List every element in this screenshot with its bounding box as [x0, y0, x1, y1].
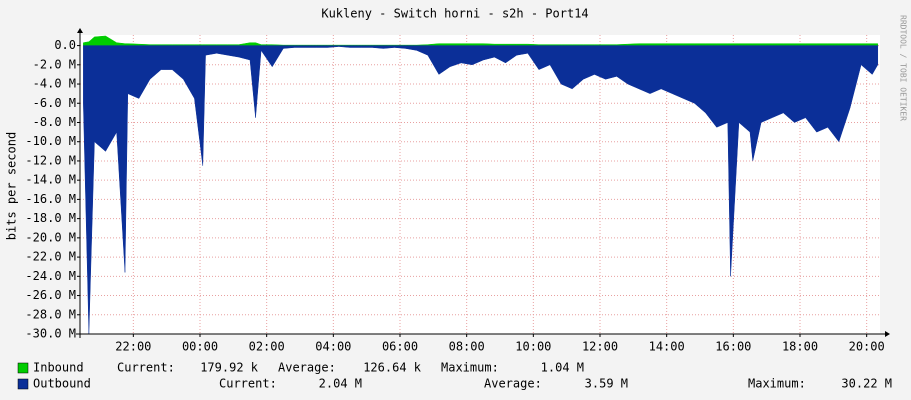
legend-stat-label: Average:	[484, 377, 542, 391]
y-tick-label: -6.0 M	[33, 96, 76, 110]
y-tick-label: -16.0 M	[25, 192, 76, 206]
legend-swatch	[17, 378, 29, 390]
legend-stat-value: 3.59 M	[585, 377, 628, 391]
legend-stat-value: 179.92 k	[200, 361, 259, 375]
y-tick-label: -4.0 M	[33, 77, 76, 91]
watermark: RRDTOOL / TOBI OETIKER	[899, 15, 908, 121]
y-tick-label: -12.0 M	[25, 153, 76, 167]
legend-label: Outbound	[33, 377, 91, 391]
series-area	[83, 35, 879, 46]
legend-stat-label: Average:	[278, 361, 336, 375]
y-tick-label: -10.0 M	[25, 134, 76, 148]
legend-stat-label: Maximum:	[441, 361, 499, 375]
x-tick-label: 14:00	[649, 340, 685, 354]
x-tick-label: 02:00	[249, 340, 285, 354]
legend-stat-value: 2.04 M	[319, 377, 362, 391]
x-axis-arrow	[885, 331, 890, 337]
x-tick-label: 08:00	[449, 340, 485, 354]
y-tick-label: -26.0 M	[25, 288, 76, 302]
x-tick-label: 00:00	[182, 340, 218, 354]
x-tick-label: 10:00	[515, 340, 551, 354]
legend-stat-value: 126.64 k	[363, 361, 422, 375]
legend-stat-value: 1.04 M	[541, 361, 584, 375]
y-tick-label: 0.0	[54, 38, 76, 52]
series-area	[83, 45, 879, 335]
legend-stat-label: Current:	[219, 377, 277, 391]
marks-layer	[83, 35, 879, 335]
y-tick-label: -8.0 M	[33, 115, 76, 129]
legend-swatch	[17, 362, 29, 374]
x-tick-label: 12:00	[582, 340, 618, 354]
x-tick-label: 18:00	[782, 340, 818, 354]
y-tick-label: -22.0 M	[25, 250, 76, 264]
grid-layer	[77, 35, 880, 337]
legend-label: Inbound	[33, 361, 84, 375]
y-tick-label: -28.0 M	[25, 307, 76, 321]
x-tick-label: 16:00	[715, 340, 751, 354]
x-tick-label: 22:00	[115, 340, 151, 354]
y-tick-label: -30.0 M	[25, 327, 76, 341]
y-axis-label: bits per second	[5, 132, 19, 240]
y-tick-label: -18.0 M	[25, 211, 76, 225]
legend-stat-label: Maximum:	[748, 377, 806, 391]
y-tick-label: -2.0 M	[33, 57, 76, 71]
y-tick-label: -14.0 M	[25, 173, 76, 187]
x-tick-label: 06:00	[382, 340, 418, 354]
y-tick-label: -20.0 M	[25, 230, 76, 244]
y-tick-label: -24.0 M	[25, 269, 76, 283]
legend-stat-value: 30.22 M	[841, 377, 892, 391]
legend: Inbound Current: 179.92 k Average: 126.64 k M…	[17, 361, 892, 391]
chart-title: Kukleny - Switch horni - s2h - Port14	[321, 7, 588, 21]
x-tick-label: 04:00	[315, 340, 351, 354]
y-axis-arrow	[77, 28, 83, 33]
legend-stat-label: Current:	[117, 361, 175, 375]
x-tick-label: 20:00	[849, 340, 885, 354]
